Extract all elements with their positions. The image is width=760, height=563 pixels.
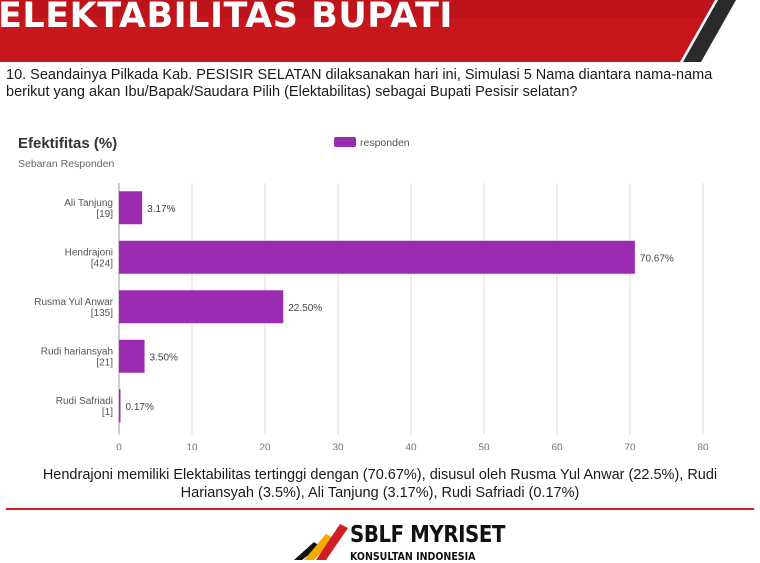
x-tick-label: 80 (697, 443, 709, 451)
page-title: ELEKTABILITAS BUPATI (0, 0, 453, 36)
category-label: Hendrajoni (65, 247, 113, 258)
x-tick-label: 30 (332, 443, 344, 451)
bar (119, 389, 121, 423)
legend-label: responden (360, 137, 410, 149)
data-label: 22.50% (288, 303, 322, 314)
survey-question: 10. Seandainya Pilkada Kab. PESISIR SELA… (6, 67, 713, 100)
summary-text: Hendrajoni memiliki Elektabilitas tertin… (42, 467, 718, 501)
header-banner: ELEKTABILITAS BUPATI (0, 0, 760, 62)
category-label: Ali Tanjung (64, 198, 113, 209)
bar-chart: Efektifitas (%) Sebaran Responden respon… (18, 135, 709, 451)
category-label: Rudi hariansyah (41, 346, 113, 357)
data-label: 0.17% (126, 402, 154, 413)
x-tick-label: 10 (186, 443, 198, 451)
chart-bars: 3.17% 70.67% 22.50% 3.50% 0.17% (119, 191, 674, 423)
brand-logo: SBLF MYRISET KONSULTAN INDONESIA (292, 518, 505, 563)
category-count: [19] (96, 209, 113, 220)
bar (119, 290, 284, 324)
x-tick-label: 40 (405, 443, 417, 451)
brand-mark-icon (294, 524, 348, 560)
footer-divider (6, 508, 754, 510)
category-count: [424] (91, 258, 113, 269)
brand-name: SBLF MYRISET (350, 522, 506, 548)
chart-subtitle: Sebaran Responden (18, 158, 114, 170)
legend-swatch (334, 137, 356, 147)
chart-category-labels: Ali Tanjung[19] Hendrajoni[424] Rusma Yul … (34, 198, 113, 418)
x-tick-label: 20 (259, 443, 271, 451)
category-count: [1] (102, 407, 113, 418)
category-label: Rudi Safriadi (56, 396, 113, 407)
data-label: 3.17% (147, 204, 175, 215)
chart-title: Efektifitas (%) (18, 135, 117, 152)
x-tick-label: 60 (551, 443, 563, 451)
category-count: [135] (91, 308, 113, 319)
banner-background (0, 0, 760, 62)
bar (119, 191, 143, 225)
bar (119, 339, 145, 373)
chart-x-ticks: 0 10 20 30 40 50 60 70 80 (116, 443, 709, 451)
x-tick-label: 50 (478, 443, 490, 451)
footer: SBLF MYRISET KONSULTAN INDONESIA (0, 508, 760, 563)
chart-container: Efektifitas (%) Sebaran Responden respon… (0, 120, 760, 450)
brand-tagline: KONSULTAN INDONESIA (350, 550, 476, 563)
x-tick-label: 0 (116, 443, 122, 451)
data-label: 3.50% (150, 352, 178, 363)
data-label: 70.67% (640, 253, 674, 264)
bar (119, 240, 635, 274)
x-tick-label: 70 (624, 443, 636, 451)
category-label: Rusma Yul Anwar (34, 297, 113, 308)
chart-legend: responden (334, 137, 410, 149)
category-count: [21] (96, 357, 113, 368)
